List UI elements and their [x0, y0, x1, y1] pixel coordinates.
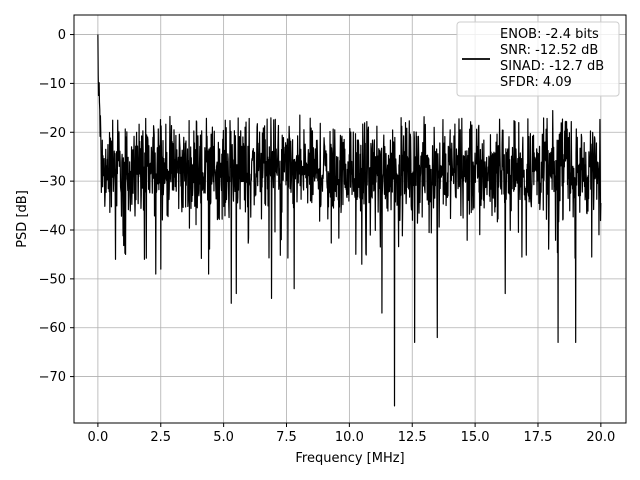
- x-tick-label: 17.5: [524, 430, 553, 445]
- x-tick-label: 7.5: [276, 430, 297, 445]
- x-tick-label: 10.0: [335, 430, 364, 445]
- legend-entry-sinad: SINAD: -12.7 dB: [500, 59, 604, 74]
- x-tick-label: 5.0: [213, 430, 234, 445]
- x-axis-label: Frequency [MHz]: [295, 451, 404, 466]
- x-tick-label: 2.5: [150, 430, 171, 445]
- y-axis-label: PSD [dB]: [15, 190, 30, 248]
- legend: ENOB: -2.4 bits SNR: -12.52 dB SINAD: -1…: [456, 21, 620, 97]
- psd-series-line: [97, 34, 602, 407]
- x-tick-label: 20.0: [586, 430, 615, 445]
- axes-frame: [73, 14, 627, 424]
- y-tick-label: −50: [39, 272, 66, 287]
- x-tick-label: 12.5: [398, 430, 427, 445]
- y-tick-label: 0: [58, 28, 66, 43]
- y-tick-label: −70: [39, 370, 66, 385]
- y-tick-label: −20: [39, 126, 66, 141]
- legend-entry-snr: SNR: -12.52 dB: [500, 43, 598, 58]
- legend-box: [456, 21, 620, 97]
- y-axis-ticks: 0 −10 −20 −30 −40 −50 −60 −70: [39, 28, 74, 385]
- x-tick-label: 15.0: [461, 430, 490, 445]
- x-tick-label: 0.0: [88, 430, 109, 445]
- plot-area: [97, 34, 602, 407]
- legend-entry-sfdr: SFDR: 4.09: [500, 75, 572, 90]
- y-tick-label: −30: [39, 175, 66, 190]
- y-tick-label: −60: [39, 321, 66, 336]
- y-tick-label: −40: [39, 223, 66, 238]
- x-axis-ticks: 0.0 2.5 5.0 7.5 10.0 12.5 15.0 17.5 20.0: [88, 423, 615, 445]
- y-tick-label: −10: [39, 77, 66, 92]
- legend-entry-enob: ENOB: -2.4 bits: [500, 27, 599, 42]
